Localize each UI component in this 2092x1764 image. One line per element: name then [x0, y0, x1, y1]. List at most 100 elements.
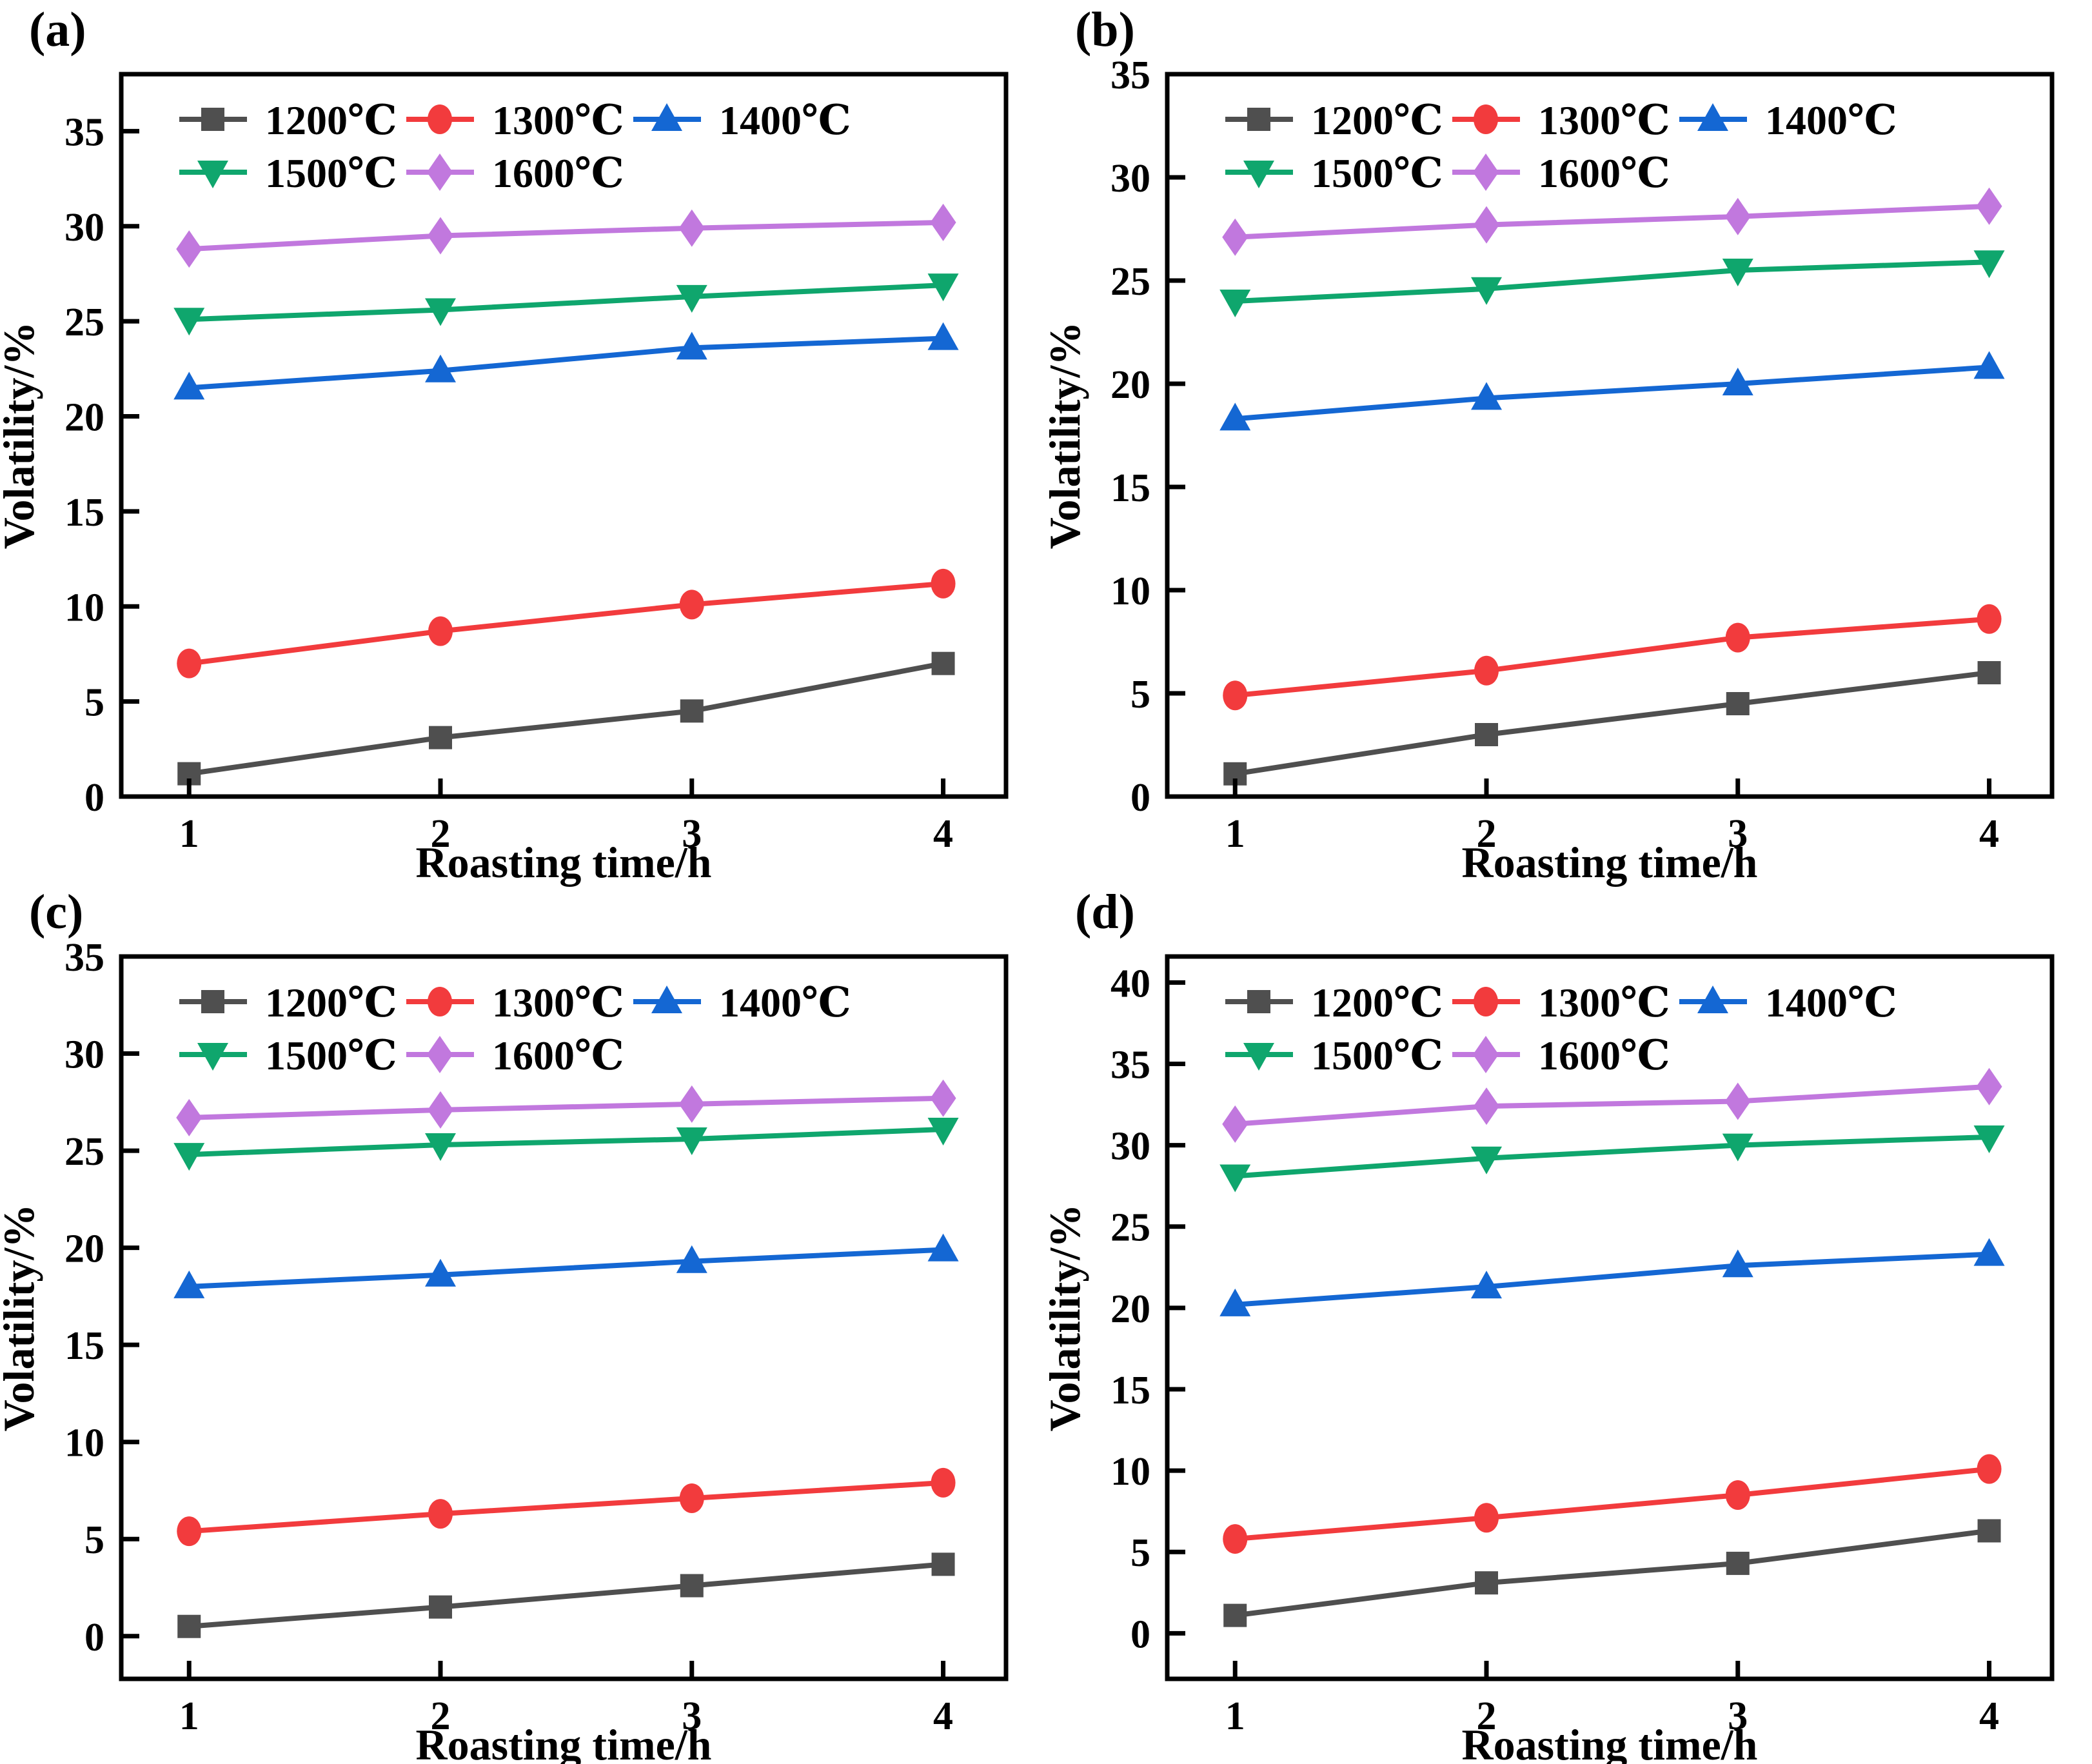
- data-point-marker: [1474, 1087, 1500, 1125]
- data-point-marker: [931, 1552, 955, 1576]
- legend-marker-circle-icon: [428, 987, 452, 1016]
- series-line: [188, 660, 944, 777]
- y-tick-label: 40: [1110, 962, 1150, 1006]
- y-tick-label: 35: [1110, 54, 1150, 97]
- series-line: [189, 282, 943, 322]
- data-point-marker: [927, 322, 959, 350]
- data-point-marker: [1973, 1238, 2005, 1266]
- x-tick-label: 1: [179, 812, 199, 856]
- data-point-marker: [1976, 187, 2002, 225]
- data-point-marker: [678, 209, 705, 247]
- data-point-marker: [1219, 1288, 1251, 1316]
- x-tick-label: 3: [1728, 812, 1748, 856]
- legend-label: 1400℃: [719, 97, 851, 143]
- data-point-marker: [1977, 1519, 2001, 1543]
- data-point-marker: [1223, 1524, 1248, 1554]
- legend-label: 1300℃: [1538, 980, 1670, 1026]
- data-point-marker: [1977, 604, 2002, 634]
- series-line: [188, 580, 943, 666]
- y-tick-label: 30: [1110, 157, 1150, 201]
- data-point-marker: [177, 1614, 201, 1638]
- series-line: [188, 335, 943, 391]
- data-point-marker: [680, 1574, 704, 1598]
- data-point-marker: [1724, 197, 1751, 235]
- data-point-marker: [678, 1085, 705, 1123]
- y-axis: 0 5 10 15 20 25 30 35: [64, 110, 139, 820]
- data-point-marker: [676, 284, 707, 313]
- data-point-marker: [1977, 661, 2001, 684]
- data-point-marker: [1475, 723, 1499, 746]
- data-point-marker: [679, 1483, 704, 1513]
- data-point-marker: [1219, 402, 1251, 431]
- data-point-marker: [425, 354, 457, 382]
- series-1300℃: [1223, 1454, 2002, 1554]
- legend: 1200℃ 1300℃ 1400℃ 1500℃ 1600℃: [1225, 97, 1897, 196]
- series-1400℃: [173, 1233, 959, 1298]
- series-1300℃: [177, 1467, 956, 1547]
- y-tick-label: 15: [1110, 1369, 1150, 1412]
- data-point-marker: [429, 1595, 453, 1619]
- plot-frame: [119, 72, 1009, 799]
- series-line: [1234, 1251, 1989, 1307]
- legend-label: 1200℃: [1311, 97, 1443, 143]
- series-line: [1234, 1135, 1989, 1179]
- x-tick-label: 1: [1225, 812, 1245, 856]
- data-point-marker: [1223, 1603, 1247, 1627]
- data-point-marker: [429, 726, 453, 749]
- y-tick-label: 5: [1130, 1531, 1150, 1575]
- data-point-marker: [173, 308, 205, 336]
- y-tick-label: 20: [1110, 363, 1150, 407]
- data-point-marker: [1222, 218, 1248, 256]
- legend-label: 1500℃: [1311, 150, 1443, 196]
- y-tick-label: 10: [1110, 570, 1150, 613]
- panel-label-b: (b): [1075, 3, 1135, 57]
- y-tick-label: 0: [1130, 1612, 1150, 1656]
- series-1500℃: [173, 1117, 959, 1171]
- legend-label: 1400℃: [1765, 980, 1897, 1026]
- legend-label: 1400℃: [719, 980, 851, 1026]
- data-point-marker: [1475, 1571, 1499, 1595]
- x-tick-label: 3: [682, 812, 702, 856]
- data-point-marker: [173, 1270, 205, 1298]
- x-tick-label: 2: [431, 1694, 451, 1738]
- y-tick-label: 15: [1110, 466, 1150, 510]
- data-point-marker: [927, 1233, 959, 1262]
- data-point-marker: [1973, 1125, 2005, 1153]
- series-line: [189, 1095, 943, 1120]
- series-line: [189, 219, 943, 252]
- x-axis-title: Roasting time/h: [1462, 1720, 1758, 1764]
- series-line: [1234, 670, 1990, 777]
- legend: 1200℃ 1300℃ 1400℃ 1500℃ 1600℃: [179, 97, 851, 196]
- data-point-marker: [1976, 1067, 2002, 1105]
- data-point-marker: [1725, 622, 1750, 653]
- data-point-marker: [428, 616, 453, 646]
- x-tick-label: 2: [1477, 812, 1497, 856]
- y-tick-label: 25: [1110, 1206, 1150, 1250]
- x-tick-label: 1: [1225, 1694, 1245, 1738]
- legend-label: 1500℃: [1311, 1033, 1443, 1078]
- y-tick-label: 30: [64, 1033, 104, 1077]
- data-point-marker: [428, 1499, 453, 1529]
- panel-label-c: (c): [29, 885, 84, 939]
- legend-marker-triangle-up-icon: [1697, 103, 1728, 131]
- legend-marker-triangle-down-icon: [197, 1043, 228, 1071]
- data-point-marker: [680, 699, 704, 723]
- series-1300℃: [177, 568, 956, 679]
- x-axis: 1 2 3 4: [1225, 1661, 1999, 1738]
- y-tick-label: 25: [1110, 260, 1150, 304]
- x-axis: 1 2 3 4: [179, 1661, 953, 1738]
- data-point-marker: [425, 1258, 457, 1287]
- data-point-marker: [428, 217, 454, 255]
- panel-label-d: (d): [1075, 885, 1135, 939]
- series-1600℃: [1222, 187, 2002, 256]
- series-1300℃: [1223, 604, 2002, 711]
- y-tick-label: 35: [64, 110, 104, 154]
- panel-b: (b) 0 5 10 15 20 25 30 35 1 2 3 4 Roasting time/h Vol…: [1040, 0, 2092, 887]
- chart-c-canvas: 0 5 10 15 20 25 30 35 1 2 3 4 Roasting time/h Volatil…: [0, 936, 1009, 1764]
- legend-label: 1500℃: [265, 150, 397, 196]
- y-tick-label: 20: [1110, 1287, 1150, 1331]
- chart-a-canvas: 0 5 10 15 20 25 30 35 1 2 3 4 Roasting time/h Volatil…: [0, 72, 1009, 887]
- data-point-marker: [1474, 1503, 1499, 1533]
- y-axis: 0 5 10 15 20 25 30 35 40: [1110, 962, 1185, 1656]
- y-axis-title: Volatility/%: [1040, 1204, 1089, 1432]
